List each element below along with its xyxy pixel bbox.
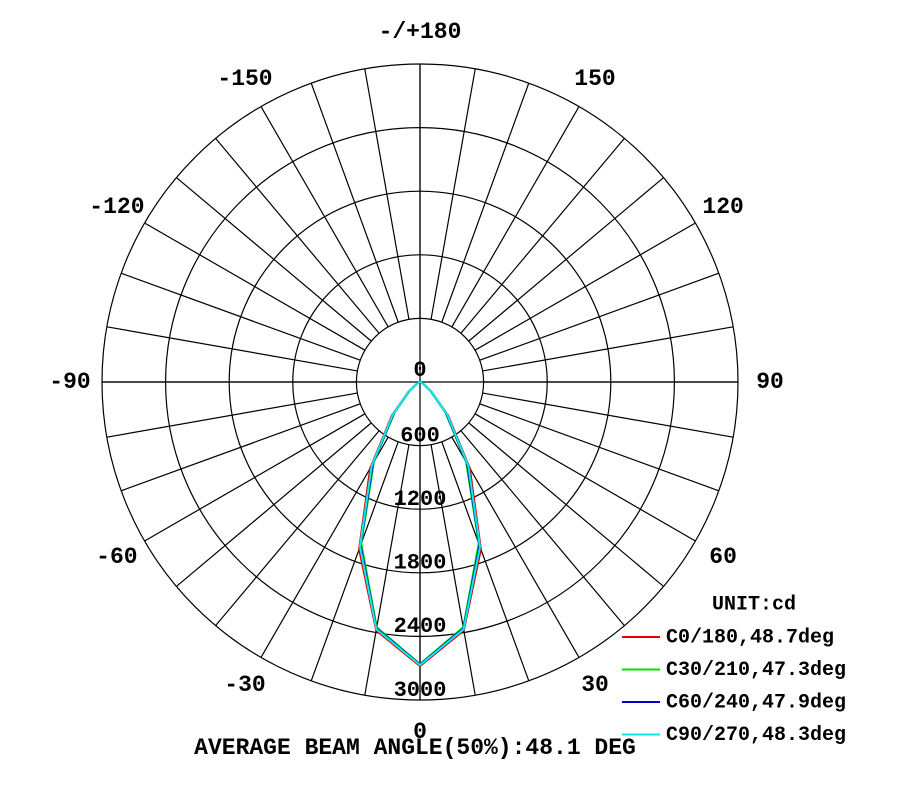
ring <box>292 254 548 510</box>
angle-label: -30 <box>224 672 265 698</box>
legend-label: C90/270,48.3deg <box>666 724 846 747</box>
angle-label: 150 <box>574 66 615 92</box>
angle-label: 0 <box>413 719 427 745</box>
r-tick-label: 1800 <box>394 551 447 576</box>
angle-label: -120 <box>89 194 144 220</box>
legend-label: C0/180,48.7deg <box>666 626 834 649</box>
angle-label: 90 <box>756 369 784 395</box>
ring <box>228 190 612 574</box>
legend-label: C30/210,47.3deg <box>666 659 846 682</box>
angle-label: -150 <box>217 66 272 92</box>
angle-label: 60 <box>709 544 737 570</box>
unit-label: UNIT:cd <box>712 593 796 616</box>
ring <box>355 317 485 447</box>
angle-label: 120 <box>702 194 743 220</box>
ring <box>165 127 675 637</box>
angle-label: 30 <box>581 672 609 698</box>
r-tick-label: 600 <box>400 423 440 448</box>
footer: AVERAGE BEAM ANGLE(50%):48.1 DEG <box>194 735 636 761</box>
r-tick-label: 1200 <box>394 487 447 512</box>
legend-label: C60/240,47.9deg <box>666 691 846 714</box>
angle-label: -90 <box>49 369 90 395</box>
r-tick-label: 0 <box>413 358 426 383</box>
angle-label: -60 <box>96 544 137 570</box>
angle-label: -/+180 <box>379 19 462 45</box>
r-tick-label: 3000 <box>394 678 447 703</box>
r-tick-label: 2400 <box>394 614 447 639</box>
ring <box>101 63 739 701</box>
series-line <box>358 381 482 667</box>
